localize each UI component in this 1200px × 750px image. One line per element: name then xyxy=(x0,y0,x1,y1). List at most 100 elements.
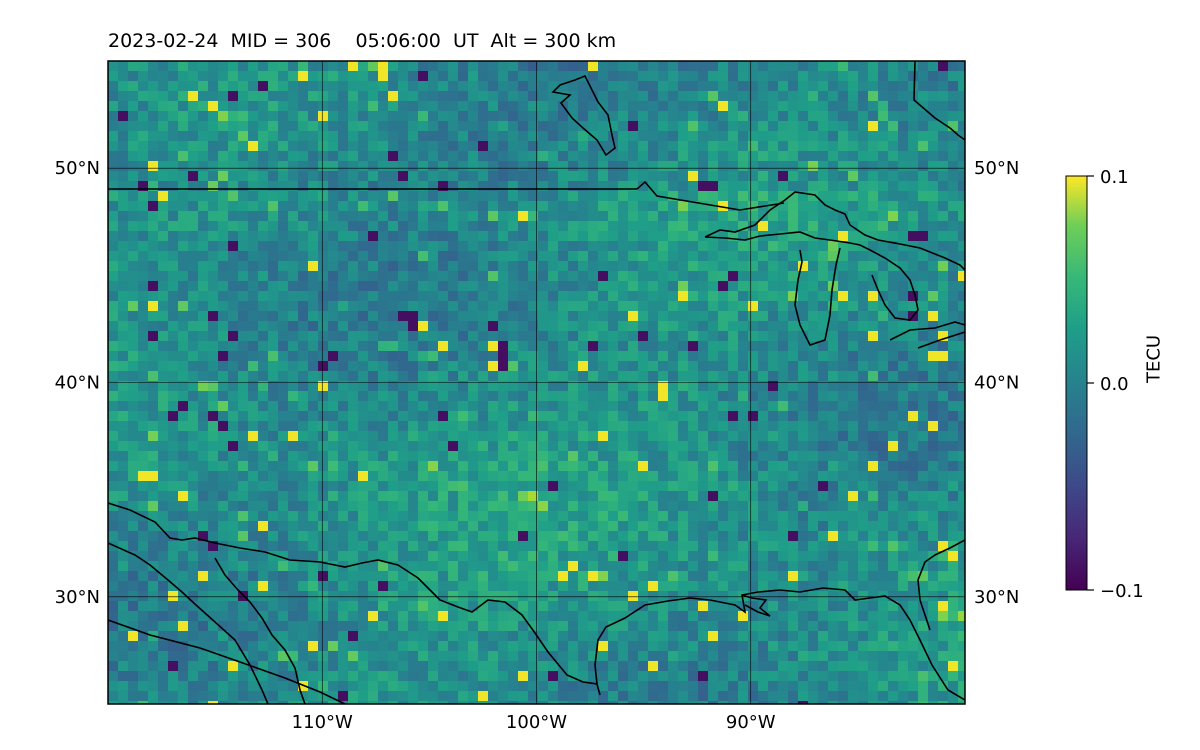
tec-pixel xyxy=(168,201,178,211)
tec-pixel xyxy=(918,581,928,591)
tec-pixel xyxy=(588,161,598,171)
tec-pixel xyxy=(818,161,828,171)
tec-pixel xyxy=(718,151,728,161)
tec-pixel xyxy=(858,501,868,511)
tec-pixel xyxy=(868,621,878,631)
tec-pixel xyxy=(338,291,348,301)
tec-pixel xyxy=(818,631,828,641)
tec-pixel xyxy=(418,421,428,431)
tec-pixel xyxy=(538,581,548,591)
tec-pixel xyxy=(648,221,658,231)
tec-pixel xyxy=(888,221,898,231)
tec-pixel xyxy=(858,441,868,451)
tec-pixel xyxy=(498,601,508,611)
tec-pixel xyxy=(138,301,148,311)
tec-pixel xyxy=(388,511,398,521)
tec-pixel xyxy=(958,451,965,461)
tec-pixel xyxy=(588,601,598,611)
tec-pixel xyxy=(768,491,778,501)
tec-pixel xyxy=(328,371,338,381)
tec-pixel xyxy=(828,361,838,371)
tec-pixel xyxy=(268,261,278,271)
tec-pixel xyxy=(698,551,708,561)
tec-pixel xyxy=(368,151,378,161)
tec-pixel xyxy=(528,471,538,481)
tec-pixel xyxy=(768,161,778,171)
tec-pixel xyxy=(418,271,428,281)
tec-pixel xyxy=(328,71,338,81)
tec-pixel xyxy=(638,471,648,481)
tec-pixel xyxy=(748,331,758,341)
tec-pixel xyxy=(658,501,668,511)
tec-pixel xyxy=(708,581,718,591)
tec-pixel xyxy=(678,631,688,641)
tec-pixel xyxy=(408,421,418,431)
tec-pixel xyxy=(878,581,888,591)
tec-pixel xyxy=(858,621,868,631)
tec-pixel xyxy=(198,141,208,151)
tec-pixel xyxy=(658,431,668,441)
tec-pixel xyxy=(458,291,468,301)
tec-pixel xyxy=(528,71,538,81)
tec-pixel xyxy=(638,451,648,461)
tec-pixel xyxy=(608,151,618,161)
tec-pixel xyxy=(398,241,408,251)
tec-pixel xyxy=(468,361,478,371)
tec-pixel xyxy=(258,81,268,91)
tec-pixel xyxy=(658,361,668,371)
tec-pixel xyxy=(318,391,328,401)
tec-pixel xyxy=(488,331,498,341)
tec-pixel xyxy=(358,61,368,71)
tec-pixel xyxy=(618,431,628,441)
tec-pixel xyxy=(448,481,458,491)
tec-pixel xyxy=(188,251,198,261)
tec-pixel xyxy=(628,321,638,331)
tec-pixel xyxy=(538,201,548,211)
tec-pixel xyxy=(608,411,618,421)
tec-pixel xyxy=(688,301,698,311)
tec-pixel xyxy=(408,591,418,601)
tec-pixel xyxy=(168,181,178,191)
tec-pixel xyxy=(478,611,488,621)
tec-pixel xyxy=(558,441,568,451)
tec-pixel xyxy=(658,491,668,501)
tec-pixel xyxy=(878,631,888,641)
tec-pixel xyxy=(398,451,408,461)
tec-pixel xyxy=(798,101,808,111)
tec-pixel xyxy=(908,151,918,161)
tec-pixel xyxy=(508,371,518,381)
tec-pixel xyxy=(328,331,338,341)
tec-pixel xyxy=(528,301,538,311)
tec-pixel xyxy=(398,601,408,611)
tec-pixel xyxy=(898,201,908,211)
tec-pixel xyxy=(738,451,748,461)
tec-pixel xyxy=(588,101,598,111)
tec-pixel xyxy=(788,531,798,541)
tec-pixel xyxy=(778,111,788,121)
tec-pixel xyxy=(878,321,888,331)
tec-pixel xyxy=(268,91,278,101)
tec-pixel xyxy=(838,461,848,471)
tec-pixel xyxy=(338,601,348,611)
tec-pixel xyxy=(408,381,418,391)
tec-pixel xyxy=(168,581,178,591)
tec-pixel xyxy=(818,61,828,71)
tec-pixel xyxy=(868,391,878,401)
tec-pixel xyxy=(908,491,918,501)
tec-pixel xyxy=(408,371,418,381)
tec-pixel xyxy=(108,391,118,401)
tec-pixel xyxy=(618,91,628,101)
tec-pixel xyxy=(588,201,598,211)
tec-pixel xyxy=(448,561,458,571)
tec-pixel xyxy=(598,271,608,281)
tec-pixel xyxy=(228,331,238,341)
tec-pixel xyxy=(738,611,748,621)
tec-pixel xyxy=(278,351,288,361)
tec-pixel xyxy=(618,421,628,431)
tec-pixel xyxy=(688,371,698,381)
tec-pixel xyxy=(238,71,248,81)
tec-pixel xyxy=(698,611,708,621)
tec-pixel xyxy=(648,71,658,81)
tec-pixel xyxy=(818,541,828,551)
tec-pixel xyxy=(478,161,488,171)
